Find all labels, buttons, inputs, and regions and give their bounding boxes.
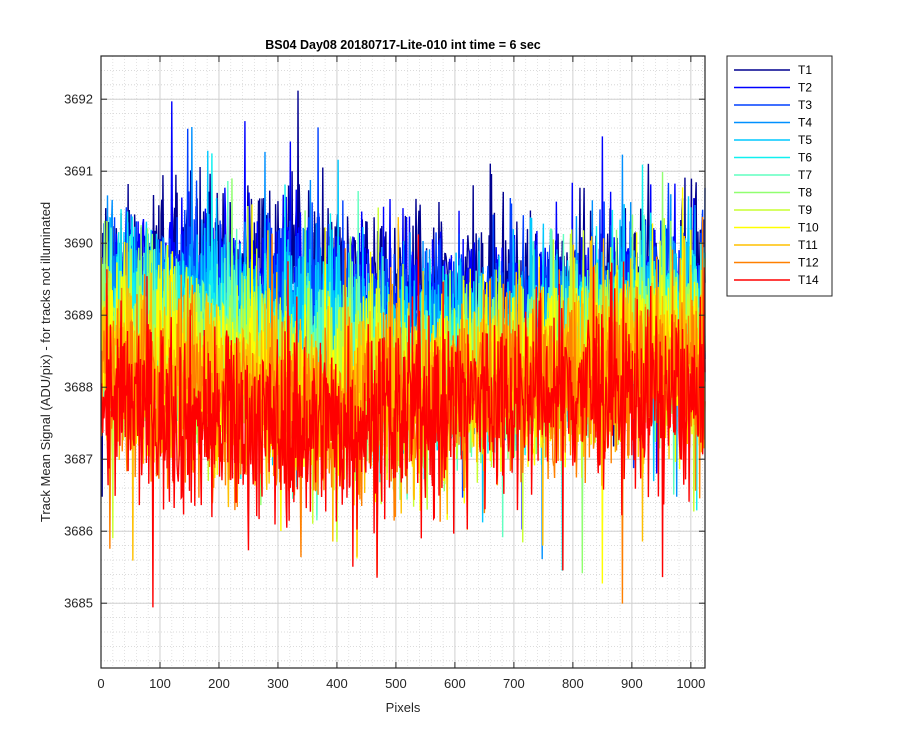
plot-frame [100,55,706,669]
legend-label-t10: T10 [798,221,819,235]
y-tick-label: 3686 [64,524,93,539]
series-line-t14 [100,234,706,608]
legend-label-t4: T4 [798,116,812,130]
x-tick-label: 100 [149,676,171,691]
x-tick-label: 900 [621,676,643,691]
x-tick-label: 800 [562,676,584,691]
x-tick-label: 300 [267,676,289,691]
legend-label-t6: T6 [798,151,812,165]
legend-label-t1: T1 [798,63,812,77]
legend-label-t14: T14 [798,273,819,287]
series-layer [100,90,706,608]
legend-label-t2: T2 [798,81,812,95]
x-tick-label: 500 [385,676,407,691]
x-tick-label: 600 [444,676,466,691]
axes: 0 100 200 300 400 500 600 700 800 900 1000 3685 3686… [64,56,705,691]
legend-label-t3: T3 [798,98,812,112]
legend-label-t11: T11 [798,238,818,252]
legend-label-t7: T7 [798,168,812,182]
x-tick-label: 0 [97,676,104,691]
chart-title: BS04 Day08 20180717-Lite-010 int time = … [265,38,541,52]
y-tick-label: 3692 [64,92,93,107]
legend-label-t9: T9 [798,203,812,217]
legend-label-t8: T8 [798,186,812,200]
y-tick-label: 3685 [64,596,93,611]
x-tick-label: 1000 [676,676,705,691]
legend-label-t12: T12 [798,256,819,270]
y-tick-label: 3688 [64,380,93,395]
x-tick-label: 700 [503,676,525,691]
x-tick-label: 400 [326,676,348,691]
x-tick-label: 200 [208,676,230,691]
legend: T1 T2 T3 T4 T5 T6 T7 T8 T9 T10 T11 T12 T14 [726,55,833,297]
legend-label-t5: T5 [798,133,812,147]
y-tick-label: 3689 [64,308,93,323]
y-tick-label: 3687 [64,452,93,467]
legend-box [726,55,833,297]
y-tick-label: 3690 [64,236,93,251]
y-tick-label: 3691 [64,164,93,179]
y-axis-label: Track Mean Signal (ADU/pix) - for tracks… [38,202,53,522]
x-axis-label: Pixels [386,700,421,715]
